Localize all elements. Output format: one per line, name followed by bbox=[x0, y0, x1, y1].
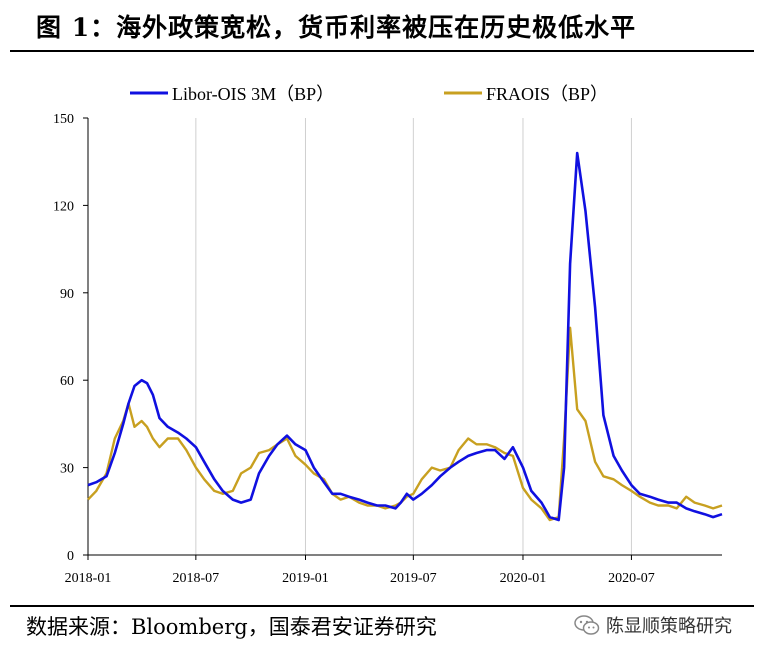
y-tick-label: 120 bbox=[53, 199, 74, 214]
source-note: 数据来源：Bloomberg，国泰君安证券研究 bbox=[26, 615, 437, 639]
top-rule bbox=[10, 50, 754, 52]
chart-legend: Libor-OIS 3M（BP） FRAOIS（BP） bbox=[130, 84, 608, 104]
wechat-icon bbox=[574, 615, 600, 635]
x-tick-label: 2020-01 bbox=[500, 571, 547, 586]
series-line-fraois bbox=[87, 326, 723, 522]
x-tick-label: 2019-07 bbox=[390, 571, 437, 586]
legend-label-fraois: FRAOIS（BP） bbox=[486, 84, 608, 104]
x-tick-label: 2018-07 bbox=[173, 571, 220, 586]
figure-title: 图 1：海外政策宽松，货币利率被压在历史极低水平 bbox=[36, 13, 637, 42]
line-chart: 2018-01 2018-07 2019-01 2019-07 2020-01 2020-… bbox=[53, 84, 723, 586]
y-tick-label: 150 bbox=[53, 112, 74, 127]
bottom-rule bbox=[10, 605, 754, 607]
chart-grid bbox=[87, 118, 632, 555]
y-tick-label: 60 bbox=[60, 374, 74, 389]
y-tick-label: 90 bbox=[60, 287, 74, 302]
series-line-libor-ois bbox=[87, 151, 723, 522]
y-tick-label: 30 bbox=[60, 462, 74, 477]
y-tick-label: 0 bbox=[67, 549, 74, 564]
watermark: 陈显顺策略研究 bbox=[574, 612, 732, 638]
legend-label-libor: Libor-OIS 3M（BP） bbox=[172, 84, 334, 104]
chart-axes: 2018-01 2018-07 2019-01 2019-07 2020-01 2020-… bbox=[53, 112, 722, 586]
watermark-text: 陈显顺策略研究 bbox=[606, 616, 732, 637]
chart-series bbox=[87, 151, 723, 522]
x-tick-label: 2020-07 bbox=[608, 571, 655, 586]
x-tick-label: 2018-01 bbox=[65, 571, 112, 586]
x-tick-label: 2019-01 bbox=[282, 571, 329, 586]
